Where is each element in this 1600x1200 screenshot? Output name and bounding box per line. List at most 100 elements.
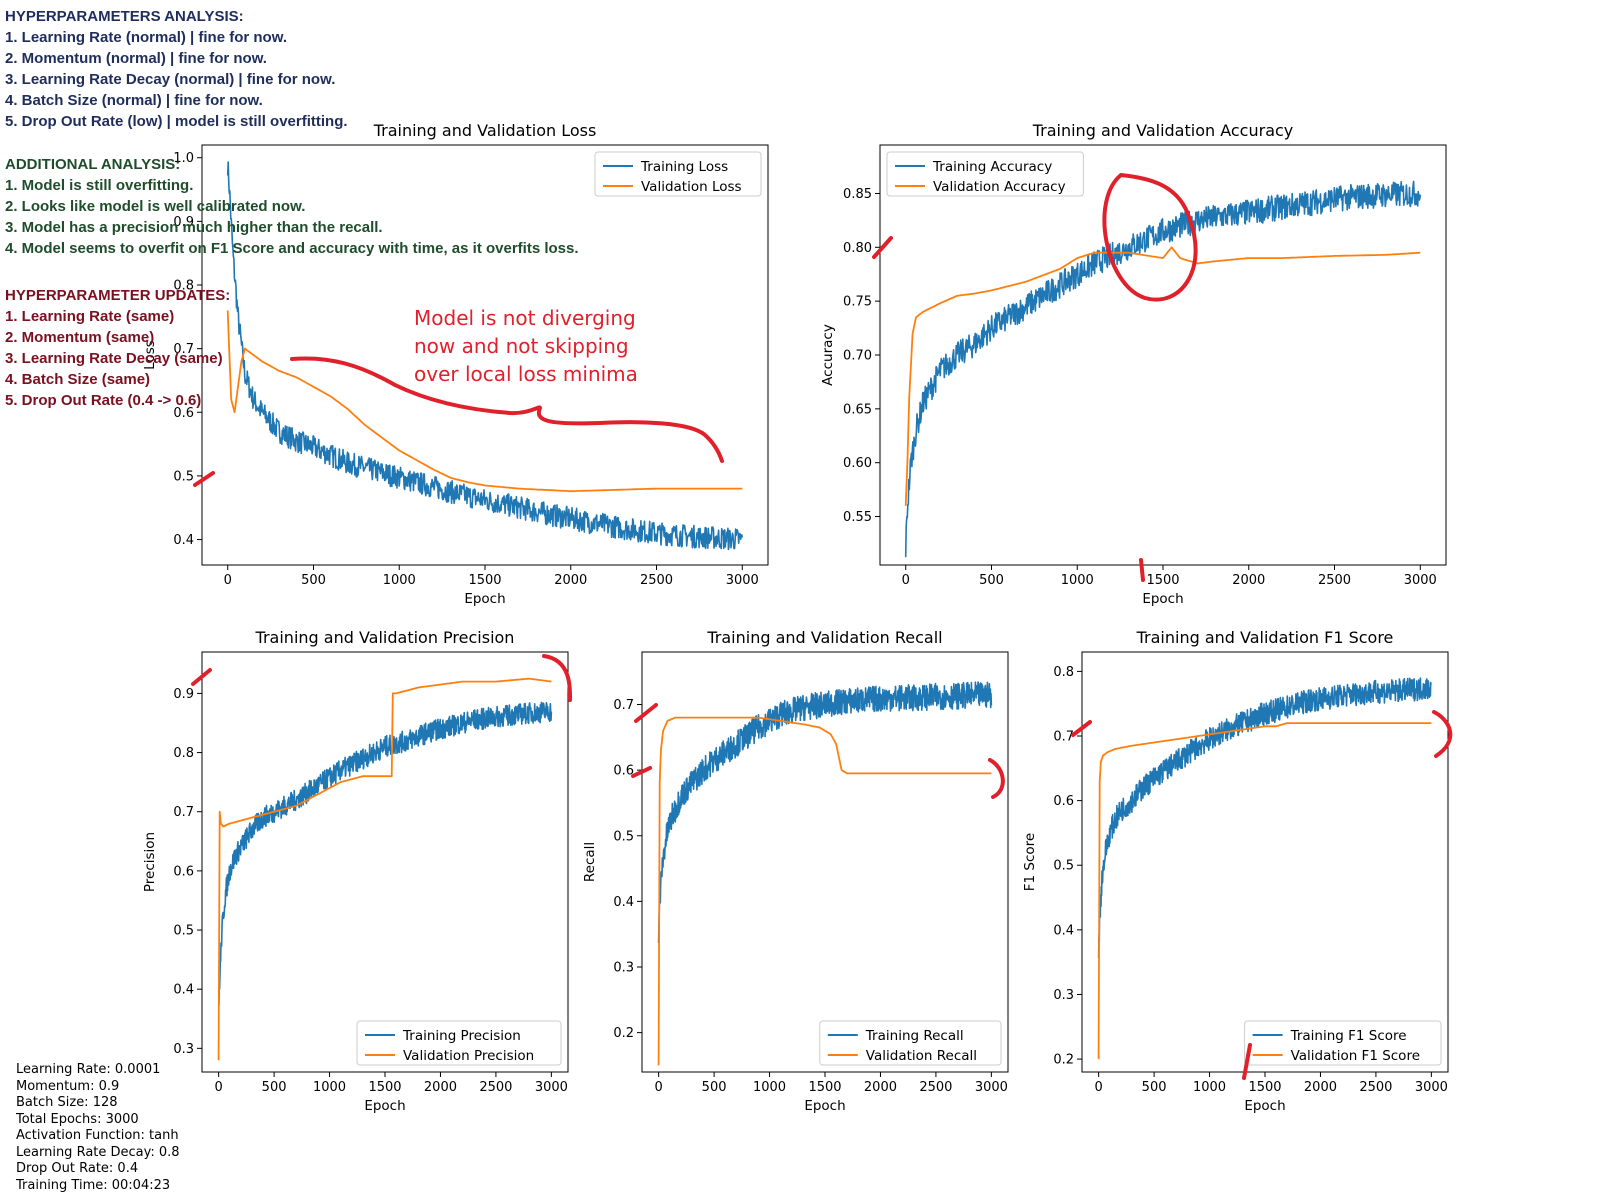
upd-notes-line: 4. Batch Size (same) — [5, 371, 151, 388]
hp-notes-line: HYPERPARAMETERS ANALYSIS: — [5, 8, 244, 25]
legend-entry: Validation F1 Score — [1291, 1048, 1420, 1064]
y-tick-label: 0.7 — [613, 698, 634, 713]
y-tick-label: 0.4 — [1053, 923, 1074, 938]
series-line — [217, 677, 552, 1061]
y-tick-label: 0.5 — [173, 924, 194, 939]
red-pen-mark — [542, 654, 573, 702]
chart-1: 0 500 1000 1500 2000 2500 3000 0.55 0.60 0.65 0.70… — [820, 121, 1447, 607]
upd-notes-line: 2. Momentum (same) — [5, 329, 155, 346]
y-tick-label: 1.0 — [173, 151, 194, 166]
legend-entry: Training Loss — [640, 159, 728, 175]
y-tick-label: 0.6 — [1053, 794, 1074, 809]
x-tick-label: 500 — [979, 573, 1004, 588]
upd-notes-line: 5. Drop Out Rate (0.4 -> 0.6) — [5, 392, 202, 409]
add-notes-line: 2. Looks like model is well calibrated n… — [5, 198, 306, 215]
y-tick-label: 0.4 — [173, 983, 194, 998]
x-tick-label: 0 — [214, 1080, 222, 1095]
y-tick-label: 0.8 — [173, 746, 194, 761]
y-tick-label: 0.6 — [173, 864, 194, 879]
series-line — [1097, 722, 1432, 1060]
red-pen-mark — [1071, 720, 1092, 737]
y-tick-label: 0.7 — [1053, 730, 1074, 745]
x-tick-label: 500 — [262, 1080, 287, 1095]
upd-notes-line: 1. Learning Rate (same) — [5, 308, 175, 325]
handwritten-annotation: Model is not diverging now and not skipp… — [414, 304, 638, 388]
y-tick-label: 0.5 — [613, 829, 634, 844]
y-tick-label: 0.5 — [1053, 859, 1074, 874]
config-line: Batch Size: 128 — [16, 1095, 118, 1110]
x-tick-label: 2500 — [640, 573, 673, 588]
y-axis-label: Loss — [142, 340, 158, 370]
x-tick-label: 500 — [702, 1080, 727, 1095]
x-tick-label: 1500 — [468, 573, 501, 588]
legend-entry: Validation Loss — [641, 179, 742, 195]
red-pen-mark — [988, 758, 1005, 799]
red-pen-mark — [1242, 1043, 1252, 1080]
legend-entry: Training Accuracy — [932, 159, 1052, 175]
x-axis-label: Epoch — [464, 591, 505, 607]
y-tick-label: 0.3 — [173, 1042, 194, 1057]
chart-title: Training and Validation Accuracy — [1032, 121, 1294, 140]
chart-title: Training and Validation Recall — [706, 628, 942, 647]
x-tick-label: 0 — [654, 1080, 662, 1095]
x-tick-label: 2500 — [1318, 573, 1351, 588]
legend-entry: Training Recall — [865, 1028, 964, 1044]
legend-entry: Validation Precision — [403, 1048, 534, 1064]
legend-box — [819, 1020, 1002, 1066]
y-tick-label: 0.55 — [843, 510, 872, 525]
x-axis-label: Epoch — [1244, 1098, 1285, 1114]
y-tick-label: 0.2 — [613, 1026, 634, 1041]
y-tick-label: 0.85 — [843, 187, 872, 202]
x-tick-label: 1000 — [753, 1080, 786, 1095]
config-line: Learning Rate Decay: 0.8 — [16, 1144, 180, 1160]
x-tick-label: 3000 — [975, 1080, 1008, 1095]
config-line: Total Epochs: 3000 — [16, 1111, 139, 1127]
chart-3: 0 500 1000 1500 2000 2500 3000 0.2 0.3 0.4 0.5 0.6 0… — [582, 628, 1009, 1114]
hp-notes-line: 5. Drop Out Rate (low) | model is still … — [5, 113, 348, 130]
hp-notes-line: 1. Learning Rate (normal) | fine for now… — [5, 29, 287, 46]
legend: Training Recall Validation Recall — [819, 1020, 1002, 1066]
series-line — [904, 246, 1421, 506]
series-line — [226, 161, 744, 551]
y-tick-label: 0.75 — [843, 295, 872, 310]
legend: Training Loss Validation Loss — [594, 151, 762, 197]
x-tick-label: 2500 — [479, 1080, 512, 1095]
upd-notes-line: 3. Learning Rate Decay (same) — [5, 350, 223, 367]
x-tick-label: 2000 — [554, 573, 587, 588]
training-config: Learning Rate: 0.0001 Momentum: 0.9 Batc… — [16, 1062, 180, 1194]
series-line — [217, 701, 553, 1006]
add-notes-line: ADDITIONAL ANALYSIS: — [5, 156, 181, 173]
y-tick-label: 0.7 — [173, 342, 194, 357]
legend-entry: Training F1 Score — [1290, 1028, 1407, 1044]
x-tick-label: 0 — [224, 573, 232, 588]
config-line: Momentum: 0.9 — [16, 1078, 120, 1094]
chart-0: 0 500 1000 1500 2000 2500 3000 0.4 0.5 0.6 0.7 0.8 0… — [142, 121, 769, 607]
y-tick-label: 0.3 — [1053, 988, 1074, 1003]
series-line — [657, 681, 993, 944]
legend-box — [1244, 1020, 1442, 1066]
config-line: Activation Function: tanh — [16, 1128, 179, 1143]
legend: Training Precision Validation Precision — [356, 1020, 562, 1066]
red-pen-mark — [634, 703, 658, 723]
y-tick-label: 0.2 — [1053, 1053, 1074, 1068]
hp-notes-line: 2. Momentum (normal) | fine for now. — [5, 50, 267, 67]
x-tick-label: 2000 — [1304, 1080, 1337, 1095]
legend: Training F1 Score Validation F1 Score — [1244, 1020, 1442, 1066]
y-tick-label: 0.80 — [843, 241, 872, 256]
series-line — [226, 310, 743, 493]
y-tick-label: 0.60 — [843, 456, 872, 471]
y-tick-label: 0.6 — [173, 406, 194, 421]
chart-title: Training and Validation Loss — [373, 121, 597, 140]
x-tick-label: 1000 — [313, 1080, 346, 1095]
x-tick-label: 0 — [902, 573, 910, 588]
series-line — [904, 180, 1422, 558]
red-pen-mark — [191, 668, 212, 686]
x-tick-label: 1000 — [1193, 1080, 1226, 1095]
plot-frame — [641, 651, 1009, 1073]
add-notes-line: 4. Model seems to overfit on F1 Score an… — [5, 240, 579, 257]
x-tick-label: 1000 — [1061, 573, 1094, 588]
y-tick-label: 0.3 — [613, 961, 634, 976]
legend-box — [886, 151, 1084, 197]
x-tick-label: 500 — [1142, 1080, 1167, 1095]
